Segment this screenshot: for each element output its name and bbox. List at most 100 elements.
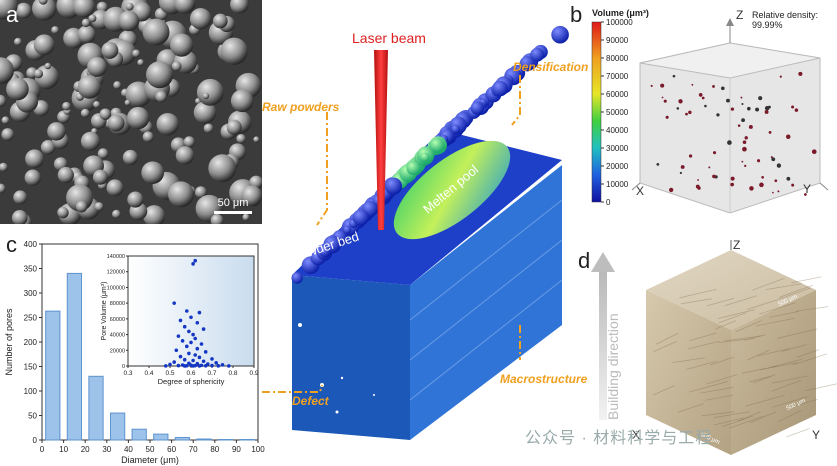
relative-density: Relative density: 99.99% — [752, 10, 818, 30]
inset-frame — [127, 255, 255, 367]
inset-point — [191, 332, 195, 337]
inset-point — [203, 350, 208, 354]
cube-d-z-label: Z — [733, 238, 741, 252]
colorbar-tick-label: 30000 — [606, 144, 629, 153]
histogram-x-tick: 0 — [40, 445, 45, 454]
molten-pool — [393, 140, 511, 240]
sem-scale-label: 50 μm — [217, 197, 249, 209]
inset-point — [191, 364, 195, 368]
histogram-x-tick: 10 — [59, 445, 68, 454]
laser-beam — [374, 50, 388, 230]
inset-point — [187, 351, 191, 356]
densification-label: Densification — [513, 60, 589, 74]
cube-b-x-label: X — [636, 184, 645, 198]
colorbar-tick-label: 40000 — [606, 126, 629, 135]
sem-scale-bar: 50 μm — [214, 197, 252, 214]
inset-point — [191, 262, 195, 266]
inset-point — [195, 320, 200, 325]
inset-point — [197, 310, 202, 315]
panel-letter-c: c — [6, 232, 17, 257]
histogram-bar — [153, 433, 169, 441]
watermark: 公众号 · 材料科学与工程 — [525, 430, 713, 447]
sem-scale-line — [214, 211, 252, 214]
histogram-bar — [109, 412, 126, 441]
inset-point — [182, 364, 187, 368]
sem-powder-image — [0, 0, 262, 224]
building-direction-label: Building direction — [605, 313, 621, 420]
inset-y-tick: 80000 — [110, 301, 125, 307]
histogram-bar — [88, 375, 104, 441]
raw-powders-label: Raw powders — [262, 100, 340, 114]
volume-colorbar: 1000009000080000700006000050000400003000… — [591, 18, 633, 207]
histogram-y-tick: 300 — [24, 289, 38, 298]
histogram-y-tick: 50 — [28, 412, 37, 421]
pore-histogram-chart: 0 10 20 30 40 50 60 70 80 90 100 0 50 100 150 200 250 300… — [4, 240, 265, 465]
inset-x-tick: 0.5 — [165, 370, 174, 377]
histogram-x-tick: 20 — [81, 445, 90, 454]
histogram-y-tick: 250 — [24, 314, 38, 323]
inset-point — [180, 339, 185, 343]
sem-image-panel: a 50 μm — [0, 0, 262, 224]
inset-point — [201, 359, 206, 364]
inset-x-tick: 0.7 — [207, 370, 216, 377]
inset-point — [168, 362, 172, 367]
inset-point — [199, 342, 204, 346]
inset-x-tick: 0.8 — [228, 370, 237, 377]
inset-x-tick: 0.9 — [249, 370, 258, 377]
histogram-y-tick: 150 — [24, 363, 38, 372]
histogram-bar — [174, 437, 191, 441]
histogram-y-tick: 0 — [33, 436, 38, 445]
cube-b-y-label: Y — [803, 182, 812, 196]
inset-point — [193, 353, 197, 357]
histogram-x-tick: 70 — [189, 445, 198, 454]
inset-y-tick: 100000 — [107, 285, 125, 291]
inset-point — [176, 334, 181, 338]
inset-point — [195, 346, 200, 351]
inset-y-tick: 60000 — [110, 317, 125, 323]
inset-point — [197, 355, 202, 360]
inset-point — [182, 324, 187, 329]
histogram-y-tick: 200 — [24, 338, 38, 347]
laser-schematic — [262, 25, 569, 440]
inset-y-tick: 40000 — [110, 333, 125, 339]
inset-point — [227, 364, 231, 368]
histogram-x-tick: 100 — [251, 445, 265, 454]
inset-point — [210, 357, 214, 361]
inset-point — [174, 348, 179, 353]
inset-point — [187, 329, 191, 334]
panel-letter-b: b — [570, 2, 583, 27]
inset-x-tick: 0.6 — [186, 370, 195, 377]
macrostructure-cube — [591, 240, 837, 455]
inset-y-tick: 20000 — [110, 348, 125, 354]
laser-beam-label: Laser beam — [352, 30, 426, 46]
inset-y-tick: 0 — [122, 364, 125, 370]
block-front-face — [292, 275, 410, 440]
cube-d-x-label: X — [632, 428, 641, 442]
inset-point — [193, 258, 197, 263]
inset-point — [197, 364, 202, 368]
inset-point — [214, 361, 218, 365]
colorbar-tick-label: 20000 — [606, 162, 629, 171]
histogram-bar — [66, 272, 83, 441]
colorbar-title: Volume (μm³) — [592, 8, 649, 18]
histogram-x-tick: 80 — [210, 445, 219, 454]
relative-density-value: 99.99% — [752, 20, 783, 30]
colorbar-tick-label: 80000 — [606, 54, 629, 63]
colorbar-tick-label: 90000 — [606, 36, 629, 45]
panel-letter-d: d — [578, 248, 591, 273]
colorbar-tick-label: 50000 — [606, 108, 629, 117]
pore-distribution-cube — [631, 18, 829, 214]
colorbar-tick-label: 10000 — [606, 180, 629, 189]
panel-letter-a: a — [6, 2, 19, 27]
inset-point — [220, 363, 225, 367]
inset-point — [203, 364, 208, 368]
defect-label: Defect — [292, 394, 329, 408]
inset-x-label: Degree of sphericity — [158, 377, 225, 386]
inset-point — [189, 340, 193, 345]
cube-d-y-label: Y — [812, 428, 821, 442]
inset-x-tick: 0.3 — [123, 370, 132, 377]
histogram-bar — [45, 310, 61, 441]
macrostructure-label: Macrostructure — [500, 372, 588, 386]
inset-point — [172, 360, 176, 364]
inset-point — [210, 363, 214, 368]
